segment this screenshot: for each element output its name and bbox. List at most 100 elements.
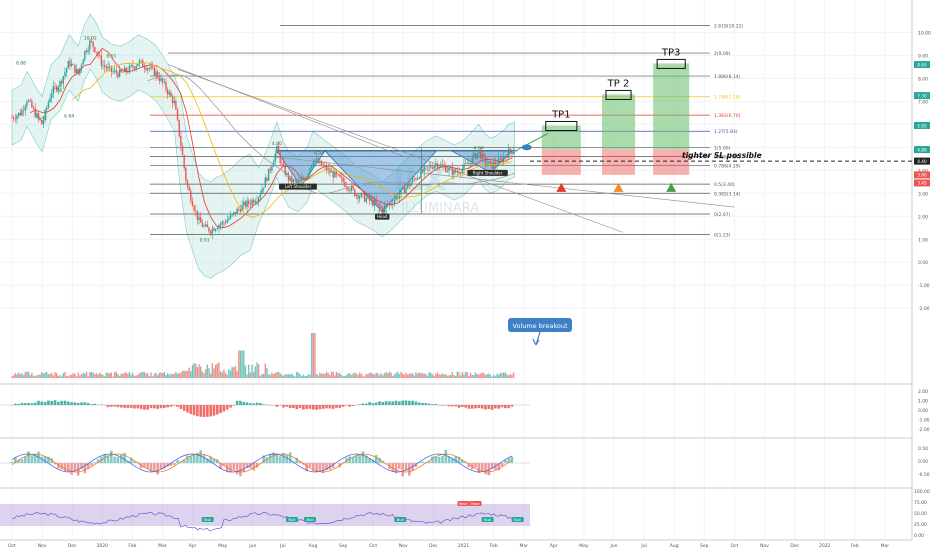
candle-body xyxy=(205,225,206,226)
candle-body xyxy=(112,71,113,72)
candle-body xyxy=(511,152,512,154)
candle-body xyxy=(308,174,309,177)
candle-body xyxy=(92,42,93,47)
volume-bar xyxy=(170,374,171,378)
macd-hist xyxy=(93,404,96,405)
volume-bar xyxy=(220,371,221,378)
candle-body xyxy=(496,165,497,166)
candle-body xyxy=(319,161,320,163)
macd-hist xyxy=(375,403,378,405)
macd-hist xyxy=(223,405,226,411)
candle-body xyxy=(48,102,49,108)
volume-bar xyxy=(443,374,444,378)
macd-hist xyxy=(123,405,126,408)
macd-hist xyxy=(507,405,510,408)
volume-bar xyxy=(284,374,285,378)
candle-body xyxy=(220,224,221,225)
macd-hist xyxy=(226,405,229,410)
macd-hist xyxy=(84,402,87,405)
price-tag-label: 4.40 xyxy=(917,159,927,165)
volume-bar xyxy=(455,376,456,378)
candle-body xyxy=(140,60,141,61)
rsi-tick: 25.00 xyxy=(914,522,927,528)
macd-hist xyxy=(448,405,451,406)
volume-bar xyxy=(382,375,383,378)
macd-hist xyxy=(186,405,189,413)
volume-bar xyxy=(145,374,146,378)
macd-hist xyxy=(385,401,388,405)
macd-hist xyxy=(312,405,315,410)
volume-bar xyxy=(271,373,272,378)
macd-hist xyxy=(332,405,335,409)
macd-hist xyxy=(246,402,249,405)
osc-hist xyxy=(438,457,441,463)
profit-zone xyxy=(653,63,689,149)
osc-hist xyxy=(120,455,123,463)
volume-bar xyxy=(265,364,266,378)
price-label: 4.52 xyxy=(314,150,324,156)
volume-bar xyxy=(351,375,352,378)
macd-tick: -2.00 xyxy=(918,427,930,433)
candle-body xyxy=(165,82,166,90)
volume-bar xyxy=(48,374,49,378)
candle-body xyxy=(212,229,213,234)
volume-bar xyxy=(450,375,451,378)
macd-hist xyxy=(170,405,173,407)
volume-bar xyxy=(288,374,289,378)
volume-bar xyxy=(97,374,98,378)
osc-hist xyxy=(117,457,120,463)
volume-bar xyxy=(51,373,52,378)
osc-hist xyxy=(173,463,176,465)
macd-hist xyxy=(24,403,27,405)
volume-bar xyxy=(324,374,325,378)
rsi-tag-label: Bull xyxy=(306,517,313,522)
candle-body xyxy=(102,65,103,66)
candle-body xyxy=(505,157,506,158)
candle-body xyxy=(268,169,269,181)
time-tick: May xyxy=(579,543,589,549)
volume-bar xyxy=(496,373,497,378)
macd-hist xyxy=(425,403,428,405)
profit-zone xyxy=(542,125,581,149)
macd-hist xyxy=(348,405,351,407)
volume-bar xyxy=(73,373,74,378)
candle-body xyxy=(424,166,425,171)
osc-hist xyxy=(203,455,206,463)
candle-body xyxy=(387,205,388,206)
price-tick: 1.00 xyxy=(918,237,928,243)
volume-bar xyxy=(490,375,491,378)
volume-bar xyxy=(420,373,421,378)
rsi-tick: 75.00 xyxy=(914,500,927,506)
osc-hist xyxy=(239,463,242,476)
volume-bar xyxy=(329,375,330,378)
macd-hist xyxy=(160,405,163,408)
volume-bar xyxy=(442,373,443,378)
candle-body xyxy=(174,101,175,103)
candle-body xyxy=(467,163,468,164)
candle-body xyxy=(463,164,464,169)
volume-bar xyxy=(339,373,340,378)
time-tick: Apr xyxy=(550,543,558,549)
fib-label: 1.27(5.83) xyxy=(714,129,738,135)
osc-hist xyxy=(93,462,96,463)
volume-bar xyxy=(39,374,40,378)
candle-body xyxy=(279,153,280,162)
rsi-tick: 0.00 xyxy=(914,533,924,539)
volume-bar xyxy=(44,372,45,378)
macd-hist xyxy=(180,405,183,409)
macd-hist xyxy=(302,405,305,410)
macd-hist xyxy=(335,405,338,408)
candle-body xyxy=(390,203,391,204)
volume-bar xyxy=(291,374,292,378)
candle-body xyxy=(31,101,32,107)
volume-bar xyxy=(84,374,85,378)
price-tick: 2.00 xyxy=(918,214,928,220)
candle-body xyxy=(182,146,183,155)
volume-bar xyxy=(96,373,97,378)
volume-bar xyxy=(495,376,496,378)
candle-body xyxy=(256,201,257,202)
candle-body xyxy=(34,108,35,117)
volume-bar xyxy=(260,376,261,378)
candle-body xyxy=(185,168,186,181)
